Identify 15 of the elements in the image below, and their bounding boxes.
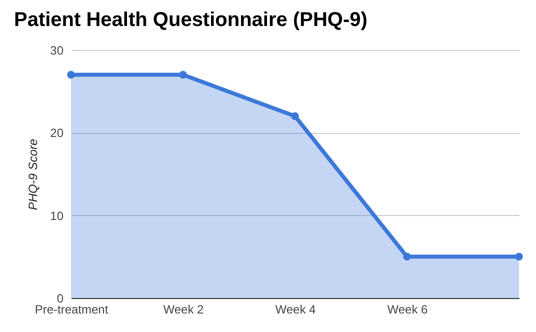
y-tick-label: 10: [50, 208, 64, 223]
point: [291, 112, 299, 120]
point: [67, 70, 75, 79]
point: [403, 252, 411, 261]
x-tick-label: Week 4: [275, 302, 316, 316]
x-tick-label: Week 6: [387, 302, 428, 316]
chart-title: Patient Health Questionnaire (PHQ-9): [14, 9, 368, 31]
point: [515, 252, 523, 261]
y-axis-title: PHQ-9 Score: [26, 138, 40, 210]
point: [179, 70, 187, 79]
x-tick-label: Week 2: [163, 302, 204, 316]
y-tick-label: 20: [50, 126, 64, 140]
y-tick-label: 30: [50, 44, 64, 58]
x-tick-label: Pre-treatment: [34, 302, 109, 316]
y-tick-label: 0: [56, 292, 64, 306]
